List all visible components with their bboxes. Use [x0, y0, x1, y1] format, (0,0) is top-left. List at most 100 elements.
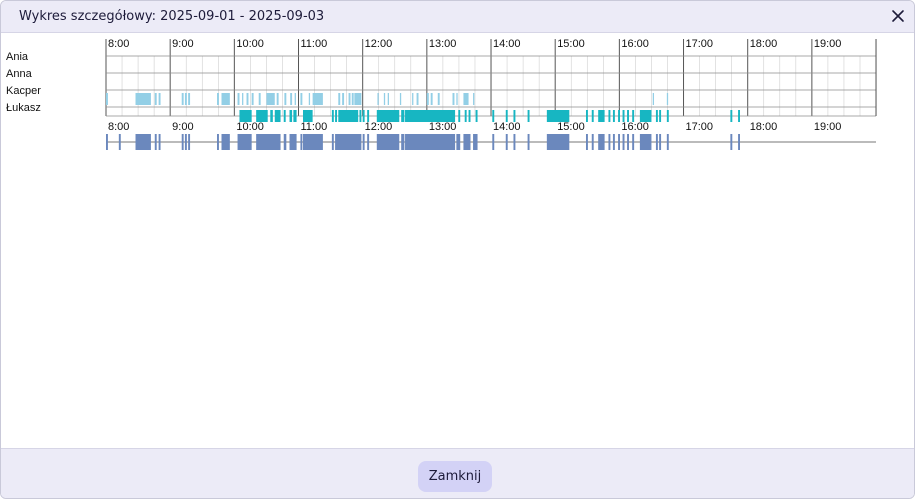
activity-bar — [276, 93, 279, 105]
summary-hour-label: 14:00 — [493, 121, 521, 133]
activity-bar — [456, 93, 458, 105]
activity-bar — [546, 110, 570, 122]
activity-bar — [335, 110, 338, 122]
hour-tick-label: 15:00 — [557, 38, 585, 50]
hour-tick-label: 18:00 — [750, 38, 778, 50]
hour-tick-label: 19:00 — [814, 38, 842, 50]
activity-bar — [513, 110, 516, 122]
activity-bar — [473, 93, 475, 105]
summary-hour-label: 12:00 — [365, 121, 393, 133]
summary-hour-label: 18:00 — [750, 121, 778, 133]
summary-bar — [405, 134, 456, 150]
activity-bar — [217, 93, 219, 105]
activity-bar — [354, 93, 362, 105]
summary-hour-label: 9:00 — [172, 121, 193, 133]
activity-bar — [290, 93, 293, 105]
summary-bar — [154, 134, 157, 150]
activity-bar — [387, 93, 389, 105]
activity-bar — [184, 93, 187, 105]
row-label: Łukasz — [6, 102, 41, 114]
activity-bar — [188, 93, 191, 105]
summary-bar — [632, 134, 635, 150]
summary-bar — [473, 134, 478, 150]
summary-bar — [622, 134, 625, 150]
summary-bar — [300, 134, 303, 150]
summary-bar — [527, 134, 530, 150]
summary-bar — [492, 134, 495, 150]
activity-bar — [158, 93, 161, 105]
summary-hour-label: 15:00 — [557, 121, 585, 133]
summary-bar — [591, 134, 594, 150]
activity-bar — [246, 93, 249, 105]
summary-bar — [598, 134, 605, 150]
summary-bar — [585, 134, 588, 150]
summary-bar — [335, 134, 362, 150]
activity-bar — [492, 110, 495, 122]
activity-bar — [359, 110, 362, 122]
hour-tick-label: 16:00 — [621, 38, 649, 50]
activity-bar — [666, 110, 669, 122]
activity-bar — [135, 93, 151, 105]
activity-bar — [331, 110, 334, 122]
summary-hour-label: 13:00 — [429, 121, 457, 133]
activity-bar — [437, 93, 440, 105]
summary-bar — [505, 134, 508, 150]
activity-bar — [362, 110, 365, 122]
summary-bar — [331, 134, 334, 150]
activity-bar — [274, 110, 281, 122]
close-button[interactable]: Zamknij — [418, 461, 492, 492]
summary-bar — [666, 134, 669, 150]
summary-bar — [513, 134, 516, 150]
activity-bar — [106, 93, 108, 105]
activity-bar — [655, 110, 658, 122]
summary-hour-label: 8:00 — [108, 121, 129, 133]
row-label: Anna — [6, 68, 32, 80]
hour-tick-label: 11:00 — [301, 38, 328, 50]
activity-bar — [181, 93, 184, 105]
activity-bar — [293, 110, 297, 122]
activity-bar — [377, 93, 379, 105]
activity-bar — [608, 110, 611, 122]
activity-bar — [383, 93, 386, 105]
summary-bar — [289, 134, 297, 150]
summary-hour-label: 16:00 — [621, 121, 649, 133]
dialog-titlebar: Wykres szczegółowy: 2025-09-01 - 2025-09… — [1, 1, 914, 33]
activity-bar — [659, 110, 662, 122]
summary-bar — [256, 134, 281, 150]
summary-bar — [135, 134, 151, 150]
activity-bar — [399, 93, 402, 105]
hour-tick-label: 13:00 — [429, 38, 457, 50]
activity-bar — [452, 93, 455, 105]
activity-bar — [652, 93, 655, 105]
summary-bar — [237, 134, 252, 150]
summary-hour-label: 10:00 — [236, 121, 264, 133]
activity-bar — [284, 93, 287, 105]
timeline-chart: 8:00 9:00 10:00 11:00 12:00 13:00 14:00 15:00 16… — [105, 38, 877, 150]
activity-bar — [627, 110, 629, 122]
activity-bar — [612, 110, 615, 122]
hour-tick-label: 9:00 — [172, 38, 193, 50]
summary-hour-label: 11:00 — [301, 121, 328, 133]
summary-bar — [217, 134, 219, 150]
summary-bar — [367, 134, 370, 150]
activity-bar — [618, 110, 621, 122]
summary-bar — [463, 134, 471, 150]
summary-bar — [188, 134, 191, 150]
summary-bar — [659, 134, 662, 150]
activity-bar — [738, 110, 740, 122]
summary-bar — [303, 134, 323, 150]
activity-bar — [289, 110, 293, 122]
close-icon[interactable] — [888, 6, 908, 26]
summary-bar — [546, 134, 570, 150]
activity-bar — [367, 110, 370, 122]
summary-bar — [181, 134, 184, 150]
activity-bar — [666, 93, 669, 105]
activity-bar — [527, 110, 530, 122]
activity-bar — [338, 110, 359, 122]
activity-bar — [591, 110, 594, 122]
summary-bar — [401, 134, 405, 150]
activity-bar — [730, 110, 733, 122]
row-label: Ania — [6, 51, 29, 63]
activity-bar — [270, 110, 273, 122]
